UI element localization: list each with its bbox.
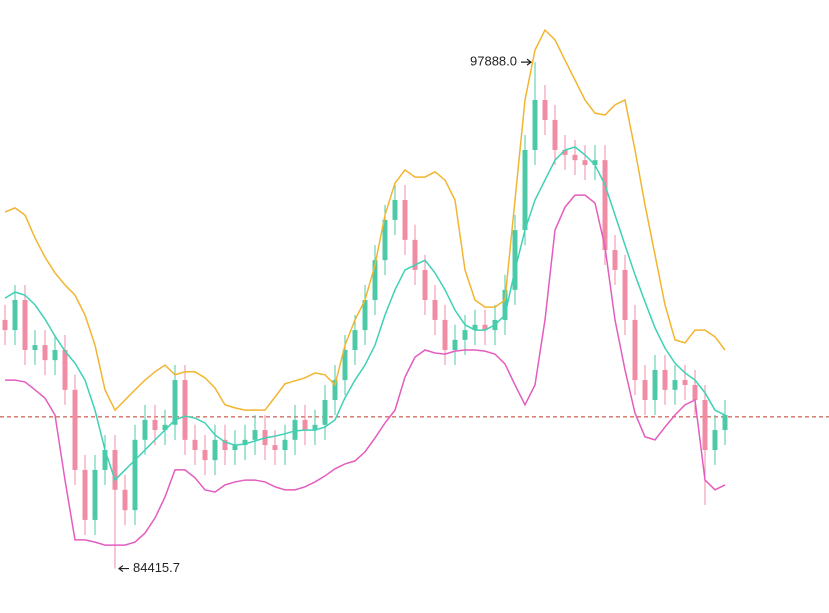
candle-body [422,269,428,300]
candle-body [2,319,8,331]
candle-body [162,424,168,431]
candle-body [372,260,378,300]
candle-body [312,424,318,431]
candle-body [192,439,198,450]
candle-body [572,154,578,161]
candle-body [52,349,58,361]
candle-body [92,469,98,520]
candle-body [522,149,528,231]
candle-body [142,419,148,440]
candle-body [172,380,178,425]
candle-body [412,239,418,270]
candle-body [462,330,468,340]
candle-body [112,449,118,490]
candle-body [672,380,678,390]
candle-body [452,339,458,350]
candle-body [662,369,668,390]
candle-body [542,99,548,120]
candle-body [682,380,688,385]
candle-body [332,380,338,400]
candle-body [432,299,438,320]
candle-body [642,380,648,400]
candle-body [702,399,708,450]
band-line [4,146,726,482]
candle-body [562,149,568,155]
candle-body [32,345,38,350]
band-line [5,194,726,546]
candle-body [62,349,68,390]
candle-body [102,449,108,470]
candle-body [232,445,238,450]
candle-body [502,289,508,320]
candle-body [552,119,558,150]
candle-body [42,345,48,361]
candle-body [222,439,228,450]
candle-body [712,430,718,450]
candle-body [652,369,658,400]
candle-body [12,299,18,331]
candle-body [532,99,538,150]
candle-body [342,349,348,381]
candle-body [612,249,618,270]
candle-body [282,439,288,450]
candle-body [292,419,298,440]
candle-body [302,419,308,431]
candle-body [692,384,698,400]
candle-body [382,219,388,261]
candle-body [82,469,88,520]
min-arrow [118,565,129,573]
candle-body [632,319,638,381]
candle-body [132,439,138,511]
candle-body [72,389,78,470]
candle-body [472,324,478,331]
candle-body [512,230,518,290]
band-line [4,28,726,412]
candle-body [152,419,158,431]
candle-body [722,415,728,431]
candle-body [122,489,128,511]
candle-body [272,445,278,450]
candle-body [622,269,628,320]
candle-body [602,160,608,250]
candle-body [202,449,208,461]
candle-body [442,319,448,350]
max-arrow [521,58,532,66]
candle-body [22,299,28,350]
candle-body [482,324,488,331]
min-label: 84415.7 [133,560,180,575]
candle-body [362,299,368,331]
candle-body [322,399,328,425]
max-label: 97888.0 [470,54,517,69]
candle-body [352,330,358,350]
candle-body [392,199,398,220]
candle-body [182,380,188,440]
candle-body [252,430,258,440]
candle-body [402,199,408,240]
candle-body [592,160,598,166]
candle-body [212,439,218,461]
candle-body [582,160,588,166]
candle-body [242,439,248,446]
